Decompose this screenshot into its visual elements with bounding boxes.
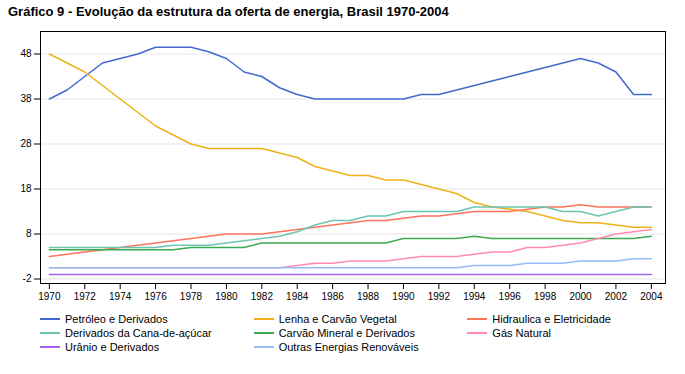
svg-text:1980: 1980 bbox=[215, 291, 238, 302]
svg-text:38: 38 bbox=[20, 93, 32, 104]
svg-text:1972: 1972 bbox=[74, 291, 97, 302]
svg-text:1990: 1990 bbox=[392, 291, 415, 302]
svg-text:2000: 2000 bbox=[569, 291, 592, 302]
html-text:Outras Energias Renováveis: Outras Energias Renováveis bbox=[278, 341, 419, 353]
html-text:Lenha e Carvão Vegetal: Lenha e Carvão Vegetal bbox=[278, 313, 397, 325]
svg-text:1970: 1970 bbox=[38, 291, 61, 302]
html-text:Urânio e Derivados: Urânio e Derivados bbox=[65, 341, 160, 353]
svg-text:1996: 1996 bbox=[499, 291, 522, 302]
html-text:Carvão Mineral e Derivados: Carvão Mineral e Derivados bbox=[278, 327, 415, 339]
svg-text:2004: 2004 bbox=[640, 291, 663, 302]
html-text:Gás Natural: Gás Natural bbox=[492, 327, 551, 339]
svg-text:1976: 1976 bbox=[144, 291, 167, 302]
html-text:Derivados da Cana-de-açúcar: Derivados da Cana-de-açúcar bbox=[65, 327, 212, 339]
html-text:Hidraulica e Eletricidade: Hidraulica e Eletricidade bbox=[492, 313, 611, 325]
html-text:Gráfico 9 - Evolução da estrut: Gráfico 9 - Evolução da estrutura da ofe… bbox=[8, 4, 449, 19]
svg-text:8: 8 bbox=[26, 228, 32, 239]
svg-text:1984: 1984 bbox=[286, 291, 309, 302]
html-text:Petróleo e Derivados: Petróleo e Derivados bbox=[65, 313, 168, 325]
svg-text:1998: 1998 bbox=[534, 291, 557, 302]
svg-text:2002: 2002 bbox=[605, 291, 628, 302]
svg-text:-2: -2 bbox=[23, 273, 32, 284]
svg-text:1974: 1974 bbox=[109, 291, 132, 302]
svg-text:1988: 1988 bbox=[357, 291, 380, 302]
svg-text:28: 28 bbox=[20, 138, 32, 149]
svg-text:1982: 1982 bbox=[251, 291, 274, 302]
svg-text:1992: 1992 bbox=[428, 291, 451, 302]
svg-text:48: 48 bbox=[20, 48, 32, 59]
svg-text:1994: 1994 bbox=[463, 291, 486, 302]
svg-text:18: 18 bbox=[20, 183, 32, 194]
svg-text:1978: 1978 bbox=[180, 291, 203, 302]
svg-text:1986: 1986 bbox=[322, 291, 345, 302]
